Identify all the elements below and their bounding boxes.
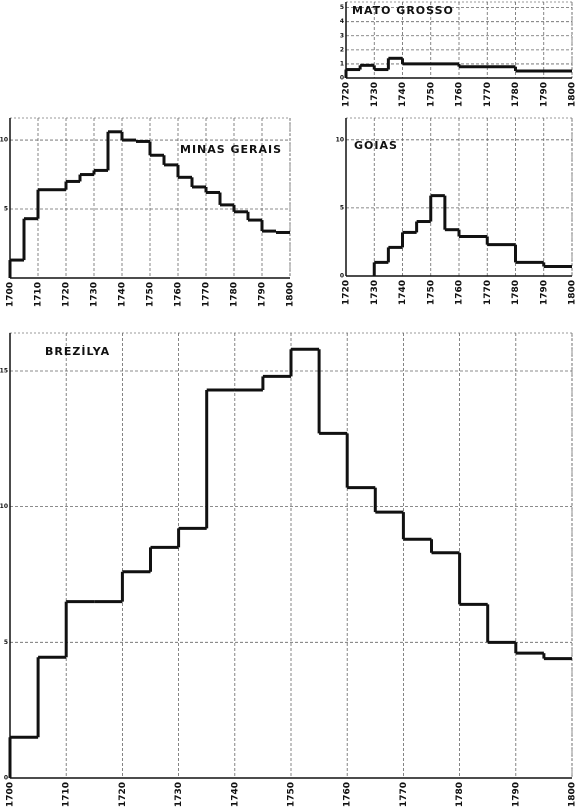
x-tick-label: 1790 <box>258 282 268 307</box>
x-tick-label: 1710 <box>34 282 44 307</box>
x-tick-label: 1760 <box>343 782 353 807</box>
x-tick-label: 1760 <box>455 280 465 305</box>
y-tick-label: 5 <box>4 639 8 646</box>
x-tick-label: 1750 <box>426 82 436 107</box>
x-tick-label: 1780 <box>230 282 240 307</box>
x-tick-label: 1780 <box>511 82 521 107</box>
x-tick-label: 1750 <box>146 282 156 307</box>
x-tick-label: 1770 <box>399 782 409 807</box>
y-tick-label: 0 <box>4 775 8 782</box>
y-tick-label: 10 <box>0 137 8 144</box>
x-tick-label: 1730 <box>370 82 380 107</box>
x-tick-label: 1700 <box>6 282 16 307</box>
x-tick-label: 1770 <box>202 282 212 307</box>
x-tick-label: 1720 <box>342 280 352 305</box>
chart-title: GOIAS <box>354 139 398 152</box>
x-tick-label: 1800 <box>568 82 578 107</box>
y-tick-label: 10 <box>0 503 8 510</box>
y-tick-label: 1 <box>340 60 344 67</box>
x-tick-label: 1750 <box>426 280 436 305</box>
y-tick-label: 0 <box>340 273 344 280</box>
x-tick-label: 1720 <box>342 82 352 107</box>
x-tick-label: 1790 <box>539 82 549 107</box>
chart-title: MATO GROSSO <box>352 4 454 17</box>
chart-title: BREZİLYA <box>45 344 110 358</box>
x-tick-label: 1740 <box>118 282 128 307</box>
y-tick-label: 3 <box>340 32 344 39</box>
x-tick-label: 1700 <box>6 782 16 807</box>
y-tick-label: 10 <box>336 136 344 143</box>
x-tick-label: 1760 <box>455 82 465 107</box>
y-tick-label: 5 <box>340 4 344 11</box>
x-tick-label: 1760 <box>174 282 184 307</box>
x-tick-label: 1720 <box>62 282 72 307</box>
y-tick-label: 2 <box>340 46 344 53</box>
x-tick-label: 1730 <box>370 280 380 305</box>
y-tick-label: 4 <box>340 18 344 25</box>
x-tick-label: 1790 <box>511 782 521 807</box>
x-tick-label: 1710 <box>62 782 72 807</box>
x-tick-label: 1770 <box>483 280 493 305</box>
y-tick-label: 5 <box>4 206 8 213</box>
y-tick-label: 15 <box>0 367 8 374</box>
y-tick-label: 0 <box>340 75 344 82</box>
x-tick-label: 1740 <box>398 82 408 107</box>
x-tick-label: 1730 <box>174 782 184 807</box>
x-tick-label: 1800 <box>568 280 578 305</box>
chart-title: MINAS GERAIS <box>180 143 282 156</box>
x-tick-label: 1740 <box>398 280 408 305</box>
x-tick-label: 1780 <box>511 280 521 305</box>
y-tick-label: 5 <box>340 204 344 211</box>
x-tick-label: 1790 <box>539 280 549 305</box>
x-tick-label: 1730 <box>90 282 100 307</box>
x-tick-label: 1800 <box>568 782 578 807</box>
x-tick-label: 1750 <box>287 782 297 807</box>
x-tick-label: 1800 <box>286 282 296 307</box>
x-tick-label: 1720 <box>118 782 128 807</box>
x-tick-label: 1770 <box>483 82 493 107</box>
x-tick-label: 1740 <box>230 782 240 807</box>
x-tick-label: 1780 <box>455 782 465 807</box>
